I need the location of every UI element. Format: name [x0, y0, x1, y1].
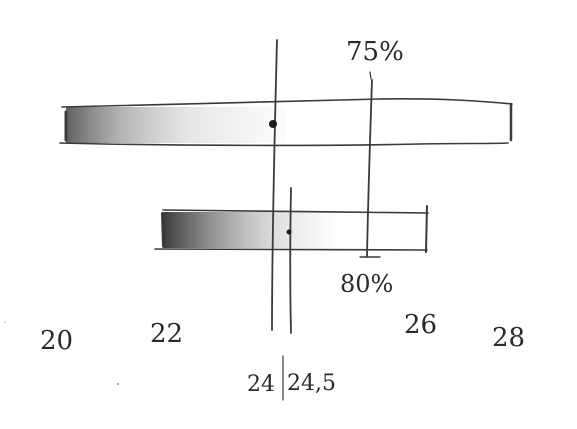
top-bar-mean-dot	[269, 120, 277, 128]
top-bar	[59, 98, 513, 147]
percent-75-line	[366, 79, 373, 258]
bottom-bar-left-end	[161, 212, 166, 248]
median-line	[289, 187, 292, 334]
axis-tick-20: 20	[40, 326, 73, 356]
percent-75-tick	[369, 71, 372, 80]
bottom-bar-median-dot	[286, 229, 292, 235]
top-bar-outline	[59, 98, 513, 147]
mean-line	[271, 39, 278, 331]
bottom-bar-right-end	[425, 205, 428, 253]
pencil-speck	[4, 321, 6, 323]
bottom-bar	[154, 205, 429, 253]
median-value-label: 24,5	[287, 371, 336, 396]
axis-tick-26: 26	[404, 310, 437, 340]
axis-tick-28: 28	[492, 323, 525, 353]
bottom-bar-shading	[164, 212, 334, 248]
pencil-speck	[117, 383, 119, 385]
bottom-bar-percent-label: 80%	[340, 270, 393, 298]
top-bar-shading	[66, 107, 286, 143]
mean-value-label: 24	[247, 372, 275, 397]
top-bar-percent-label: 75%	[346, 37, 404, 67]
axis-tick-22: 22	[150, 319, 183, 349]
